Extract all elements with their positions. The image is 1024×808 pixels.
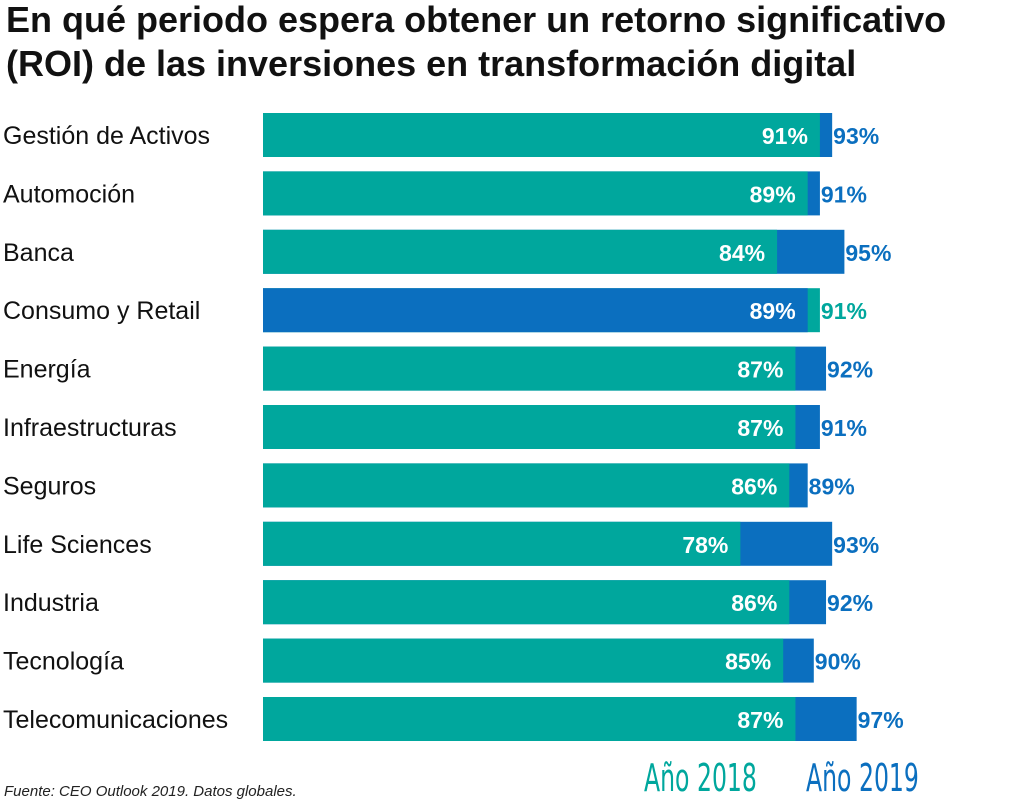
value-label-outside: 91% bbox=[821, 298, 867, 324]
value-label-inside: 78% bbox=[682, 532, 728, 558]
source-footnote: Fuente: CEO Outlook 2019. Datos globales… bbox=[4, 783, 297, 800]
bar-front bbox=[263, 638, 784, 683]
category-label: Energía bbox=[3, 356, 91, 384]
bar-row: Seguros 86% 89% bbox=[3, 463, 855, 508]
bar-row: Consumo y Retail 89% 91% bbox=[3, 288, 867, 333]
chart-title-line-1: En qué periodo espera obtener un retorno… bbox=[6, 0, 947, 40]
category-label: Consumo y Retail bbox=[3, 297, 200, 325]
bar-front bbox=[263, 113, 820, 157]
value-label-outside: 95% bbox=[845, 240, 891, 266]
bar-row: Automoción 89% 91% bbox=[3, 171, 867, 216]
category-label: Infraestructuras bbox=[3, 414, 177, 442]
bar-row: Industria 86% 92% bbox=[3, 580, 873, 625]
value-label-outside: 91% bbox=[821, 415, 867, 441]
category-label: Gestión de Activos bbox=[3, 122, 210, 150]
category-label: Seguros bbox=[3, 472, 96, 500]
value-label-outside: 93% bbox=[833, 532, 879, 558]
value-label-outside: 91% bbox=[821, 181, 867, 207]
value-label-outside: 90% bbox=[815, 649, 861, 675]
bar-row: Tecnología 85% 90% bbox=[3, 638, 861, 683]
category-label: Banca bbox=[3, 239, 74, 267]
category-label: Life Sciences bbox=[3, 531, 152, 559]
bar-front bbox=[263, 521, 741, 566]
chart-title: En qué periodo espera obtener un retorno… bbox=[6, 0, 946, 86]
bar-front bbox=[263, 697, 796, 741]
bar-front bbox=[263, 171, 808, 216]
bar-row: Life Sciences 78% 93% bbox=[3, 521, 879, 566]
value-label-inside: 84% bbox=[719, 240, 765, 266]
bar-front bbox=[263, 346, 796, 391]
value-label-inside: 86% bbox=[731, 590, 777, 616]
category-label: Industria bbox=[3, 589, 99, 617]
bar-row: Telecomunicaciones 87% 97% bbox=[3, 697, 904, 741]
value-label-inside: 85% bbox=[725, 649, 771, 675]
category-label: Automoción bbox=[3, 180, 135, 208]
value-label-outside: 89% bbox=[809, 473, 855, 499]
value-label-outside: 92% bbox=[827, 590, 873, 616]
chart-title-line-2: (ROI) de las inversiones en transformaci… bbox=[6, 43, 857, 84]
value-label-inside: 87% bbox=[737, 707, 783, 733]
value-label-outside: 93% bbox=[833, 123, 879, 149]
value-label-inside: 86% bbox=[731, 473, 777, 499]
category-label: Tecnología bbox=[3, 648, 124, 676]
bar-row: Banca 84% 95% bbox=[3, 229, 891, 274]
value-label-outside: 92% bbox=[827, 357, 873, 383]
value-label-outside: 97% bbox=[858, 707, 904, 733]
bar-row: Gestión de Activos 91% 93% bbox=[3, 113, 879, 157]
bar-row: Energía 87% 92% bbox=[3, 346, 873, 391]
bar-row: Infraestructuras 87% 91% bbox=[3, 405, 867, 449]
bar-front bbox=[263, 229, 778, 274]
legend-2019: Año 2019 bbox=[806, 756, 919, 800]
value-label-inside: 91% bbox=[762, 123, 808, 149]
bar-front bbox=[263, 405, 796, 449]
bar-front bbox=[263, 288, 808, 333]
value-label-inside: 87% bbox=[737, 415, 783, 441]
bar-front bbox=[263, 580, 790, 625]
bar-front bbox=[263, 463, 790, 508]
legend-2018: Año 2018 bbox=[644, 756, 757, 800]
category-label: Telecomunicaciones bbox=[3, 706, 228, 734]
value-label-inside: 89% bbox=[750, 298, 796, 324]
value-label-inside: 87% bbox=[737, 357, 783, 383]
value-label-inside: 89% bbox=[750, 181, 796, 207]
